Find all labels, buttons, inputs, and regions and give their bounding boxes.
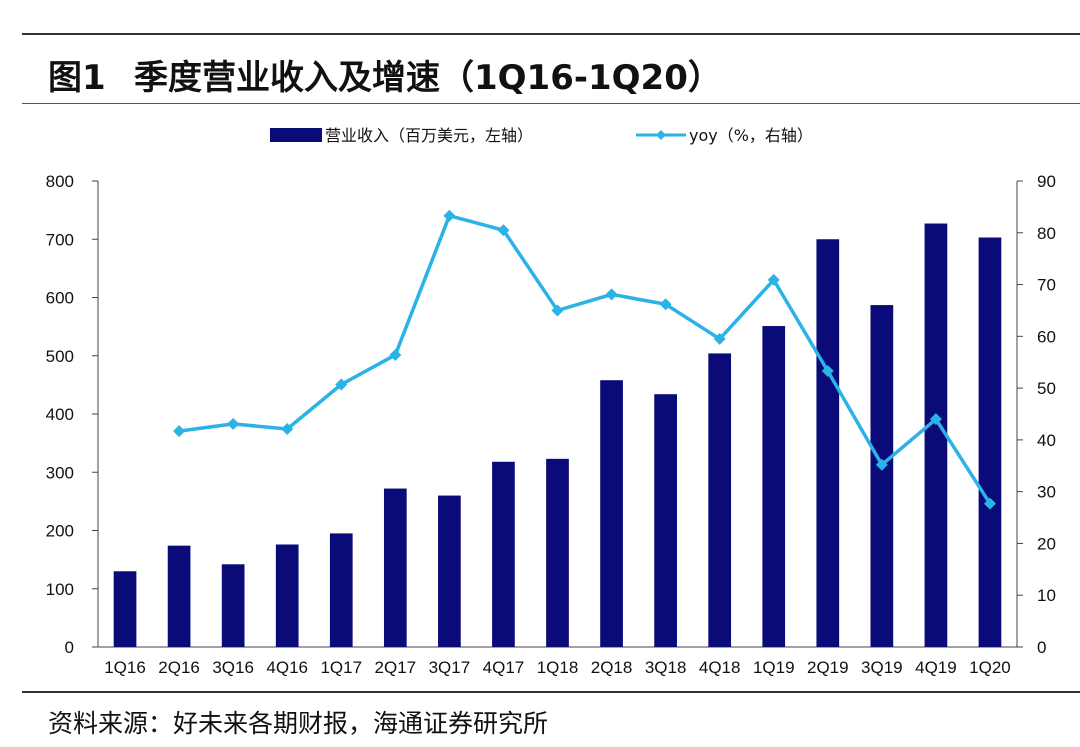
legend-line-marker: [656, 130, 666, 140]
legend-line-label: yoy（%，右轴）: [689, 126, 813, 145]
y-left-tick-label: 800: [46, 172, 74, 191]
y-right-tick-label: 10: [1037, 586, 1056, 605]
x-tick-label: 4Q19: [915, 658, 957, 677]
revenue-bar: [654, 394, 677, 647]
yoy-point: [443, 209, 456, 222]
title-rule: [22, 103, 1080, 104]
yoy-point: [767, 273, 780, 286]
revenue-bar: [221, 564, 245, 647]
x-tick-label: 3Q17: [429, 658, 471, 677]
yoy-point: [551, 304, 564, 317]
x-tick-label: 2Q18: [591, 658, 633, 677]
y-left-tick-label: 200: [46, 522, 74, 541]
revenue-bar: [600, 380, 623, 647]
revenue-bar: [329, 533, 353, 647]
y-right-tick-label: 70: [1037, 276, 1056, 295]
yoy-point: [335, 378, 348, 391]
x-tick-label: 3Q19: [861, 658, 903, 677]
x-tick-label: 1Q18: [537, 658, 579, 677]
revenue-bar: [762, 326, 786, 647]
x-tick-label: 2Q19: [807, 658, 849, 677]
bottom-rule: [22, 691, 1080, 693]
top-rule: [22, 33, 1080, 35]
x-tick-label: 1Q20: [969, 658, 1011, 677]
revenue-bar: [978, 237, 1002, 647]
yoy-point: [497, 224, 510, 237]
x-tick-label: 2Q16: [158, 658, 200, 677]
x-tick-label: 1Q17: [320, 658, 362, 677]
yoy-point: [389, 348, 402, 361]
revenue-bar: [546, 458, 569, 647]
y-right-tick-label: 80: [1037, 224, 1056, 243]
y-right-tick-label: 60: [1037, 327, 1056, 346]
x-tick-label: 1Q16: [104, 658, 146, 677]
bar-series: [113, 223, 1002, 647]
yoy-point: [605, 288, 618, 301]
y-left-tick-label: 500: [46, 347, 74, 366]
yoy-point: [659, 298, 672, 311]
revenue-bar: [438, 495, 461, 647]
yoy-point: [929, 413, 942, 426]
yoy-point: [875, 458, 888, 471]
y-left-tick-labels: 0 100 200 300 400 500 600 700 800: [46, 172, 74, 657]
x-tick-label: 3Q16: [212, 658, 254, 677]
x-tick-label: 4Q17: [483, 658, 525, 677]
figure-label: 图1: [48, 58, 106, 98]
revenue-bar: [492, 461, 515, 647]
revenue-bar: [816, 239, 840, 647]
revenue-bar: [708, 353, 732, 647]
yoy-line: [178, 213, 992, 505]
legend-bar-label: 营业收入（百万美元，左轴）: [325, 126, 533, 145]
y-left-tick-label: 0: [65, 638, 74, 657]
source-note: 资料来源：好未来各期财报，海通证券研究所: [48, 709, 549, 738]
y-right-tick-label: 90: [1037, 172, 1056, 191]
revenue-bar: [275, 544, 299, 647]
yoy-point: [281, 423, 294, 436]
revenue-bar: [924, 223, 948, 647]
legend-bar-swatch: [270, 128, 322, 142]
y-left-tick-label: 100: [46, 580, 74, 599]
revenue-bar: [870, 305, 894, 647]
x-tick-label: 1Q19: [753, 658, 795, 677]
y-right-tick-label: 50: [1037, 379, 1056, 398]
x-tick-label: 4Q18: [699, 658, 741, 677]
y-right-tick-label: 30: [1037, 483, 1056, 502]
y-right-tick-label: 0: [1037, 638, 1046, 657]
line-series: [173, 209, 996, 510]
x-tick-labels: 1Q16 2Q16 3Q16 4Q16 1Q17 2Q17 3Q17 4Q17 1Q18 2Q18…: [104, 658, 1011, 677]
y-left-tick-label: 400: [46, 405, 74, 424]
figure-title: 季度营业收入及增速（1Q16-1Q20）: [134, 58, 722, 98]
x-tick-label: 4Q16: [266, 658, 308, 677]
yoy-point: [983, 497, 996, 510]
x-tick-label: 3Q18: [645, 658, 687, 677]
y-right-tick-label: 40: [1037, 431, 1056, 450]
revenue-bar: [113, 571, 137, 647]
revenue-bar: [383, 488, 407, 647]
y-left-tick-label: 300: [46, 463, 74, 482]
x-tick-label: 2Q17: [375, 658, 417, 677]
yoy-point: [227, 417, 240, 430]
yoy-point: [713, 332, 726, 345]
yoy-point: [173, 425, 186, 438]
legend: 营业收入（百万美元，左轴） yoy（%，右轴）: [270, 126, 813, 145]
y-right-tick-label: 20: [1037, 534, 1056, 553]
y-left-tick-label: 600: [46, 289, 74, 308]
yoy-point: [821, 365, 834, 378]
revenue-bar: [167, 545, 191, 647]
y-right-tick-labels: 0 10 20 30 40 50 60 70 80 90: [1037, 172, 1056, 657]
y-left-tick-label: 700: [46, 230, 74, 249]
